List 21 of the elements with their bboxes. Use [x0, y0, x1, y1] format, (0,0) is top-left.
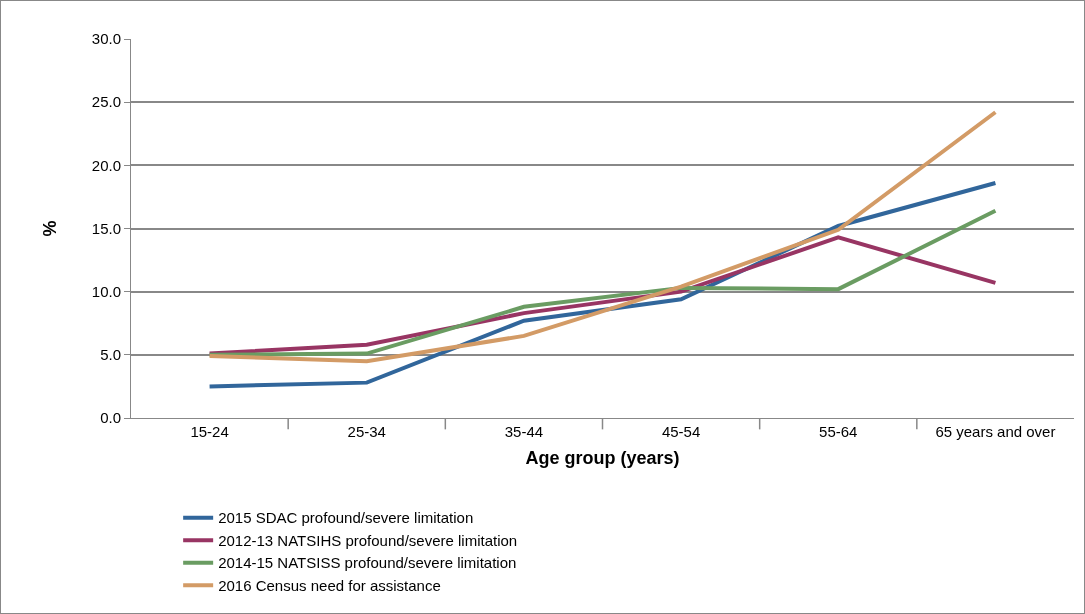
- x-tick-label: 25-34: [347, 423, 386, 440]
- y-tick-label: 5.0: [100, 346, 121, 364]
- legend-label: 2015 SDAC profound/severe limitation: [218, 509, 474, 527]
- y-tick-label: 25.0: [91, 93, 121, 111]
- x-tick-label: 35-44: [504, 423, 544, 440]
- legend-label: 2012-13 NATSIHS profound/severe limitation: [218, 531, 518, 549]
- legend-label: 2014-15 NATSISS profound/severe limitation: [218, 554, 517, 572]
- x-tick-label: 15-24: [190, 423, 229, 440]
- line-series: [207, 208, 998, 357]
- x-tick-label: 65 years and over: [935, 423, 1056, 440]
- y-tick-label: 0.0: [100, 409, 121, 427]
- legend-label: 2016 Census need for assistance: [218, 576, 441, 594]
- y-tick-label: 30.0: [91, 30, 121, 48]
- line-series: [207, 110, 998, 364]
- y-tick-label: 20.0: [91, 156, 121, 174]
- y-tick-label: 15.0: [91, 219, 121, 237]
- x-axis-title: Age group (years): [525, 448, 680, 469]
- x-tick-label: 55-64: [819, 423, 858, 440]
- x-tick-label: 45-54: [661, 423, 701, 440]
- y-tick-label: 10.0: [91, 282, 121, 300]
- y-axis-title: %: [40, 220, 60, 237]
